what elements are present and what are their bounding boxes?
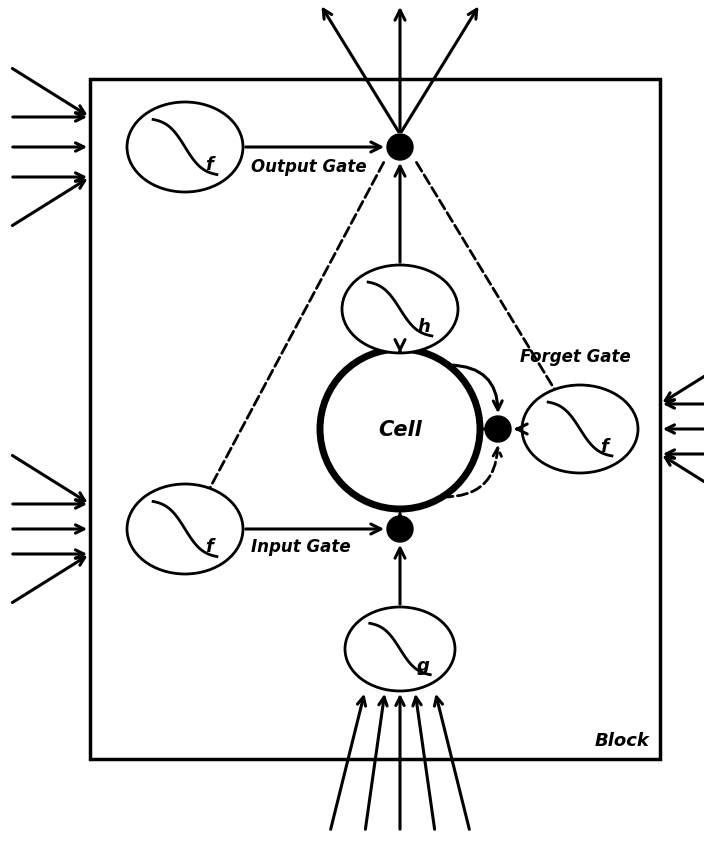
Circle shape [387,135,413,161]
Bar [90,80,660,759]
Ellipse shape [522,386,638,474]
Text: Forget Gate: Forget Gate [520,348,630,366]
Ellipse shape [345,607,455,691]
Text: h: h [418,317,431,336]
Text: g: g [417,656,429,674]
Ellipse shape [342,266,458,354]
Text: f: f [206,156,213,174]
Text: f: f [206,538,213,556]
Text: f: f [601,437,608,455]
Text: Output Gate: Output Gate [251,158,367,176]
Circle shape [387,516,413,543]
Text: Input Gate: Input Gate [251,538,351,556]
Circle shape [320,349,480,509]
Text: Cell: Cell [378,419,422,440]
Text: Block: Block [595,731,650,749]
Ellipse shape [127,103,243,193]
Ellipse shape [127,485,243,574]
Circle shape [485,417,511,442]
